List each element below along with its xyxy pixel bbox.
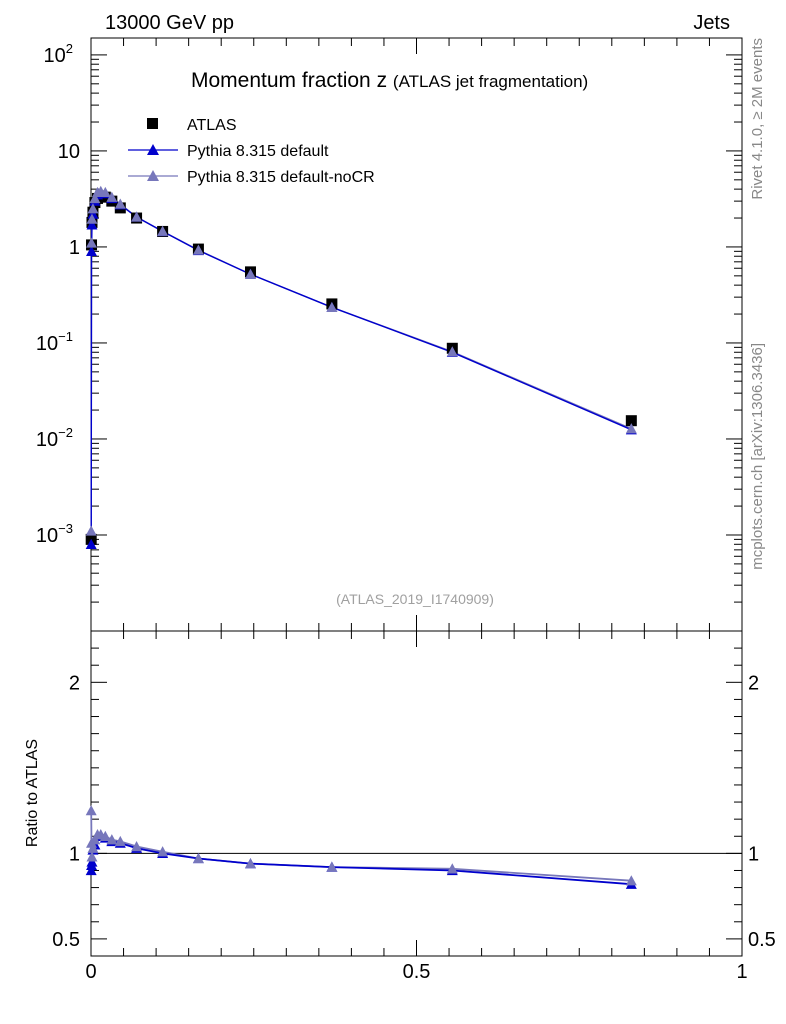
point-ratio-nocr (89, 834, 101, 845)
y-tick-label: 102 (44, 41, 73, 67)
legend-label-atlas: ATLAS (187, 117, 237, 134)
point-main-nocr (114, 198, 126, 209)
y-tick-label: 10 (58, 141, 80, 163)
point-main-nocr (86, 213, 98, 224)
point-ratio-nocr (87, 842, 99, 853)
ratio-tick-label-left: 1 (69, 843, 80, 865)
point-ratio-nocr (85, 805, 97, 816)
point-ratio-default (86, 856, 98, 867)
point-main-default (86, 219, 98, 230)
point-main-nocr (99, 186, 111, 198)
series-line-main-default (90, 191, 632, 545)
point-main-nocr (131, 211, 143, 222)
x-tick-labels: 0 0.5 1 (85, 961, 747, 983)
atlas-data-point (625, 415, 637, 427)
legend-marker-default (147, 144, 159, 155)
y-tick-label: 10−3 (36, 521, 73, 547)
ratio-panel-frame (90, 630, 743, 957)
ratio-tick-label-left: 2 (69, 672, 80, 694)
point-ratio-nocr (86, 851, 98, 862)
ratio-tick-label-right: 2 (748, 672, 759, 694)
ratio-axis-ticks (91, 647, 742, 940)
x-tick-label: 0 (85, 961, 96, 983)
point-ratio-default (85, 864, 97, 876)
point-main-default (87, 208, 99, 219)
mcplots-label: mcplots.cern.ch [arXiv:1306.3436] (749, 343, 766, 570)
main-series-layer (85, 185, 637, 549)
point-main-nocr (87, 203, 99, 214)
point-ratio-nocr (114, 835, 126, 847)
ratio-tick-label-left: 0.5 (52, 929, 80, 951)
point-ratio-nocr (131, 841, 143, 852)
legend-label-nocr: Pythia 8.315 default-noCR (187, 169, 375, 186)
point-ratio-nocr (106, 834, 118, 845)
series-line-main-nocr (90, 190, 632, 532)
main-y-tick-labels: 102 10 1 10−1 10−2 10−3 (36, 41, 80, 547)
point-main-default (85, 538, 97, 549)
ratio-tick-label-right: 0.5 (748, 929, 776, 951)
point-main-nocr (244, 268, 256, 279)
analysis-id: (ATLAS_2019_I1740909) (336, 591, 494, 607)
ratio-y-tick-labels: 2 1 0.5 2 1 0.5 (52, 672, 776, 951)
legend-marker-nocr (147, 170, 159, 181)
point-ratio-nocr (446, 863, 458, 874)
x-tick-label: 0.5 (403, 961, 431, 983)
point-main-nocr (625, 423, 637, 434)
legend-marker-atlas (147, 118, 158, 129)
rivet-label: Rivet 4.1.0, ≥ 2M events (749, 38, 766, 200)
point-main-nocr (106, 191, 118, 202)
point-main-nocr (157, 225, 169, 236)
point-ratio-nocr (625, 875, 637, 886)
header-left: 13000 GeV pp (105, 12, 234, 34)
ratio-tick-label-right: 1 (748, 843, 759, 865)
ratio-axis-label: Ratio to ATLAS (24, 739, 41, 847)
point-main-default (86, 245, 98, 257)
point-main-nocr (89, 192, 101, 204)
point-ratio-nocr (192, 853, 204, 864)
ratio-series-layer (85, 805, 637, 889)
series-line-ratio-nocr (90, 810, 632, 882)
point-main-nocr (192, 244, 204, 255)
point-ratio-nocr (99, 830, 111, 841)
chart-title: Momentum fraction z (ATLAS jet fragmenta… (191, 69, 588, 92)
point-main-nocr (446, 346, 458, 357)
point-main-nocr (85, 525, 97, 536)
point-ratio-nocr (326, 861, 338, 872)
x-axis-ticks (90, 38, 743, 956)
y-tick-label: 10−1 (36, 329, 73, 355)
point-ratio-nocr (244, 858, 256, 869)
point-main-nocr (326, 301, 338, 313)
series-line-ratio-default (90, 835, 632, 886)
legend-label-default: Pythia 8.315 default (187, 143, 329, 160)
point-ratio-nocr (157, 846, 169, 857)
x-tick-label: 1 (736, 961, 747, 983)
y-tick-label: 1 (69, 237, 80, 259)
y-tick-label: 10−2 (36, 425, 73, 451)
main-axis-ticks (91, 54, 742, 632)
point-main-nocr (86, 237, 98, 248)
legend: ATLAS Pythia 8.315 default Pythia 8.315 … (128, 117, 375, 186)
header-right: Jets (693, 12, 730, 34)
